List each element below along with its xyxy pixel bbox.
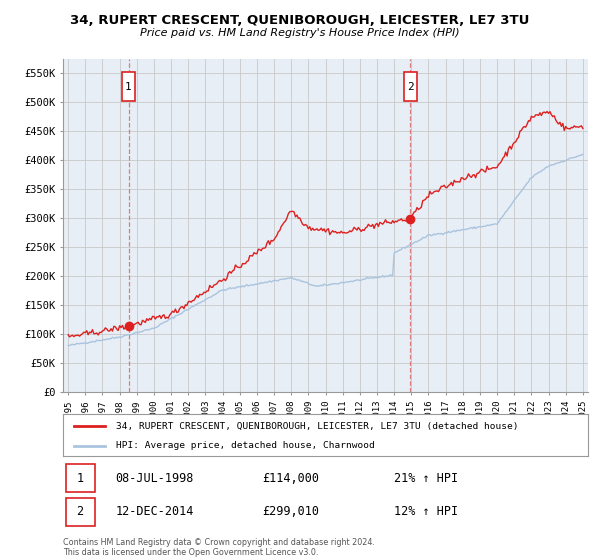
Text: Contains HM Land Registry data © Crown copyright and database right 2024.
This d: Contains HM Land Registry data © Crown c… — [63, 538, 375, 557]
FancyBboxPatch shape — [65, 464, 95, 492]
Text: £114,000: £114,000 — [263, 472, 320, 485]
FancyBboxPatch shape — [65, 498, 95, 526]
Text: 2: 2 — [76, 505, 83, 519]
Text: 1: 1 — [125, 82, 132, 91]
FancyBboxPatch shape — [404, 72, 417, 101]
Text: Price paid vs. HM Land Registry's House Price Index (HPI): Price paid vs. HM Land Registry's House … — [140, 28, 460, 38]
Text: 08-JUL-1998: 08-JUL-1998 — [115, 472, 194, 485]
Text: HPI: Average price, detached house, Charnwood: HPI: Average price, detached house, Char… — [115, 441, 374, 450]
Text: 34, RUPERT CRESCENT, QUENIBOROUGH, LEICESTER, LE7 3TU (detached house): 34, RUPERT CRESCENT, QUENIBOROUGH, LEICE… — [115, 422, 518, 431]
Text: 2: 2 — [407, 82, 414, 91]
Text: 1: 1 — [76, 472, 83, 485]
Text: 34, RUPERT CRESCENT, QUENIBOROUGH, LEICESTER, LE7 3TU: 34, RUPERT CRESCENT, QUENIBOROUGH, LEICE… — [70, 14, 530, 27]
Text: 12-DEC-2014: 12-DEC-2014 — [115, 505, 194, 519]
Text: £299,010: £299,010 — [263, 505, 320, 519]
FancyBboxPatch shape — [122, 72, 136, 101]
Text: 21% ↑ HPI: 21% ↑ HPI — [394, 472, 458, 485]
Text: 12% ↑ HPI: 12% ↑ HPI — [394, 505, 458, 519]
